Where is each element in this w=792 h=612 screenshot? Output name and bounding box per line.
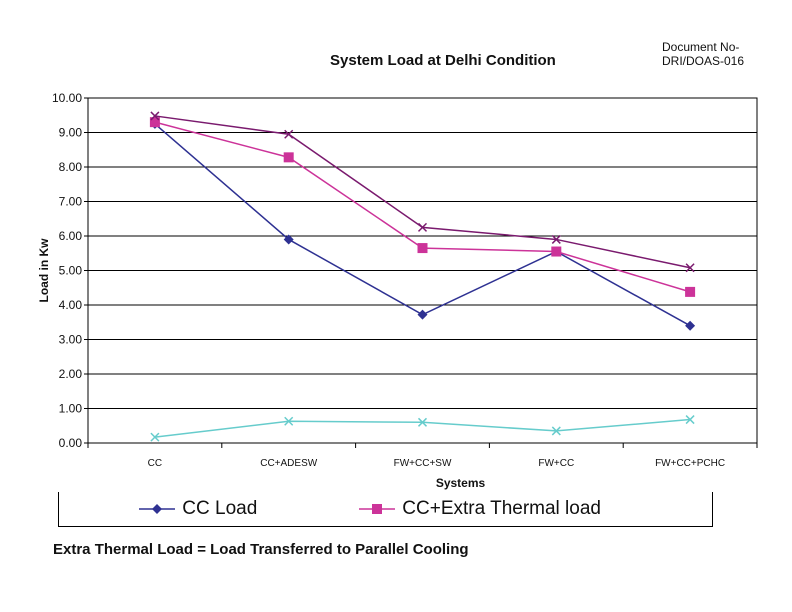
y-axis: 0.00 1.00 2.00 3.00 4.00 5.00 6.00 7.00 8.00 9.00… — [52, 91, 88, 450]
data-point-s3-1 — [284, 416, 294, 426]
data-point-s2-2 — [417, 222, 428, 232]
data-point-s3-3 — [551, 426, 561, 436]
footnote: Extra Thermal Load = Load Transferred to… — [53, 541, 469, 558]
x-tick-label: FW+CC+PCHC — [655, 458, 725, 469]
data-point-s0-1 — [283, 234, 294, 245]
data-point-s1-0 — [149, 117, 160, 128]
series-line-1 — [154, 121, 691, 293]
y-tick-label: 3.00 — [59, 333, 83, 347]
x-marker-stroke — [150, 111, 160, 121]
x-marker-stroke — [551, 234, 561, 244]
data-point-s1-2 — [417, 243, 428, 254]
data-point-s3-2 — [417, 417, 428, 427]
series-line-0 — [154, 123, 691, 327]
data-point-s2-4 — [685, 263, 695, 273]
chart-title: System Load at Delhi Condition — [330, 52, 556, 69]
y-tick-label: 2.00 — [59, 367, 83, 381]
legend-marker-diamond — [139, 503, 175, 514]
document-number: Document No- DRI/DOAS-016 — [662, 40, 782, 68]
x-marker-stroke — [417, 222, 428, 232]
legend: CC Load CC+Extra Thermal load — [58, 492, 713, 527]
legend-label-cc-extra: CC+Extra Thermal load — [402, 498, 601, 519]
x-marker-stroke — [150, 432, 160, 442]
y-tick-label: 5.00 — [59, 264, 83, 278]
x-axis: CC CC+ADESW FW+CC+SW FW+CC FW+CC+PCHC — [87, 443, 758, 469]
y-tick-label: 1.00 — [59, 402, 83, 416]
document-number-line1: Document No- — [662, 40, 740, 54]
legend-item-cc-extra: CC+Extra Thermal load — [357, 498, 601, 520]
y-tick-label: 6.00 — [59, 229, 83, 243]
y-tick-label: 9.00 — [59, 126, 83, 140]
grid-lines — [87, 97, 758, 444]
y-axis-title: Load in Kw — [37, 238, 51, 303]
legend-marker-square — [359, 503, 395, 514]
data-point-s1-4 — [685, 286, 696, 297]
y-tick-label: 0.00 — [59, 436, 83, 450]
x-marker-stroke — [685, 415, 695, 425]
x-marker-stroke — [551, 426, 561, 436]
x-marker-stroke — [417, 417, 428, 427]
y-tick-label: 8.00 — [59, 160, 83, 174]
x-tick-label: FW+CC+SW — [394, 458, 452, 469]
x-marker-stroke — [284, 129, 294, 139]
x-tick-label: CC — [148, 458, 162, 469]
data-point-s1-1 — [283, 152, 294, 163]
x-tick-label: FW+CC — [538, 458, 574, 469]
y-tick-label: 4.00 — [59, 298, 83, 312]
x-tick-label: CC+ADESW — [260, 458, 318, 469]
data-point-s1-3 — [551, 246, 562, 257]
data-point-s3-0 — [150, 432, 160, 442]
series-layer — [149, 111, 696, 442]
legend-label-cc-load: CC Load — [182, 498, 258, 519]
data-point-s2-0 — [150, 111, 160, 121]
data-point-s0-2 — [417, 309, 428, 320]
data-point-s2-1 — [284, 129, 294, 139]
y-tick-label: 7.00 — [59, 195, 83, 209]
x-marker-stroke — [284, 416, 294, 426]
legend-item-cc-load: CC Load — [137, 498, 257, 520]
x-marker-stroke — [685, 263, 695, 273]
y-tick-label: 10.00 — [52, 91, 82, 105]
data-point-s0-4 — [685, 320, 696, 331]
x-axis-title: Systems — [436, 476, 486, 490]
document-number-line2: DRI/DOAS-016 — [662, 54, 745, 68]
data-point-s3-4 — [685, 415, 695, 425]
data-point-s2-3 — [551, 234, 561, 244]
